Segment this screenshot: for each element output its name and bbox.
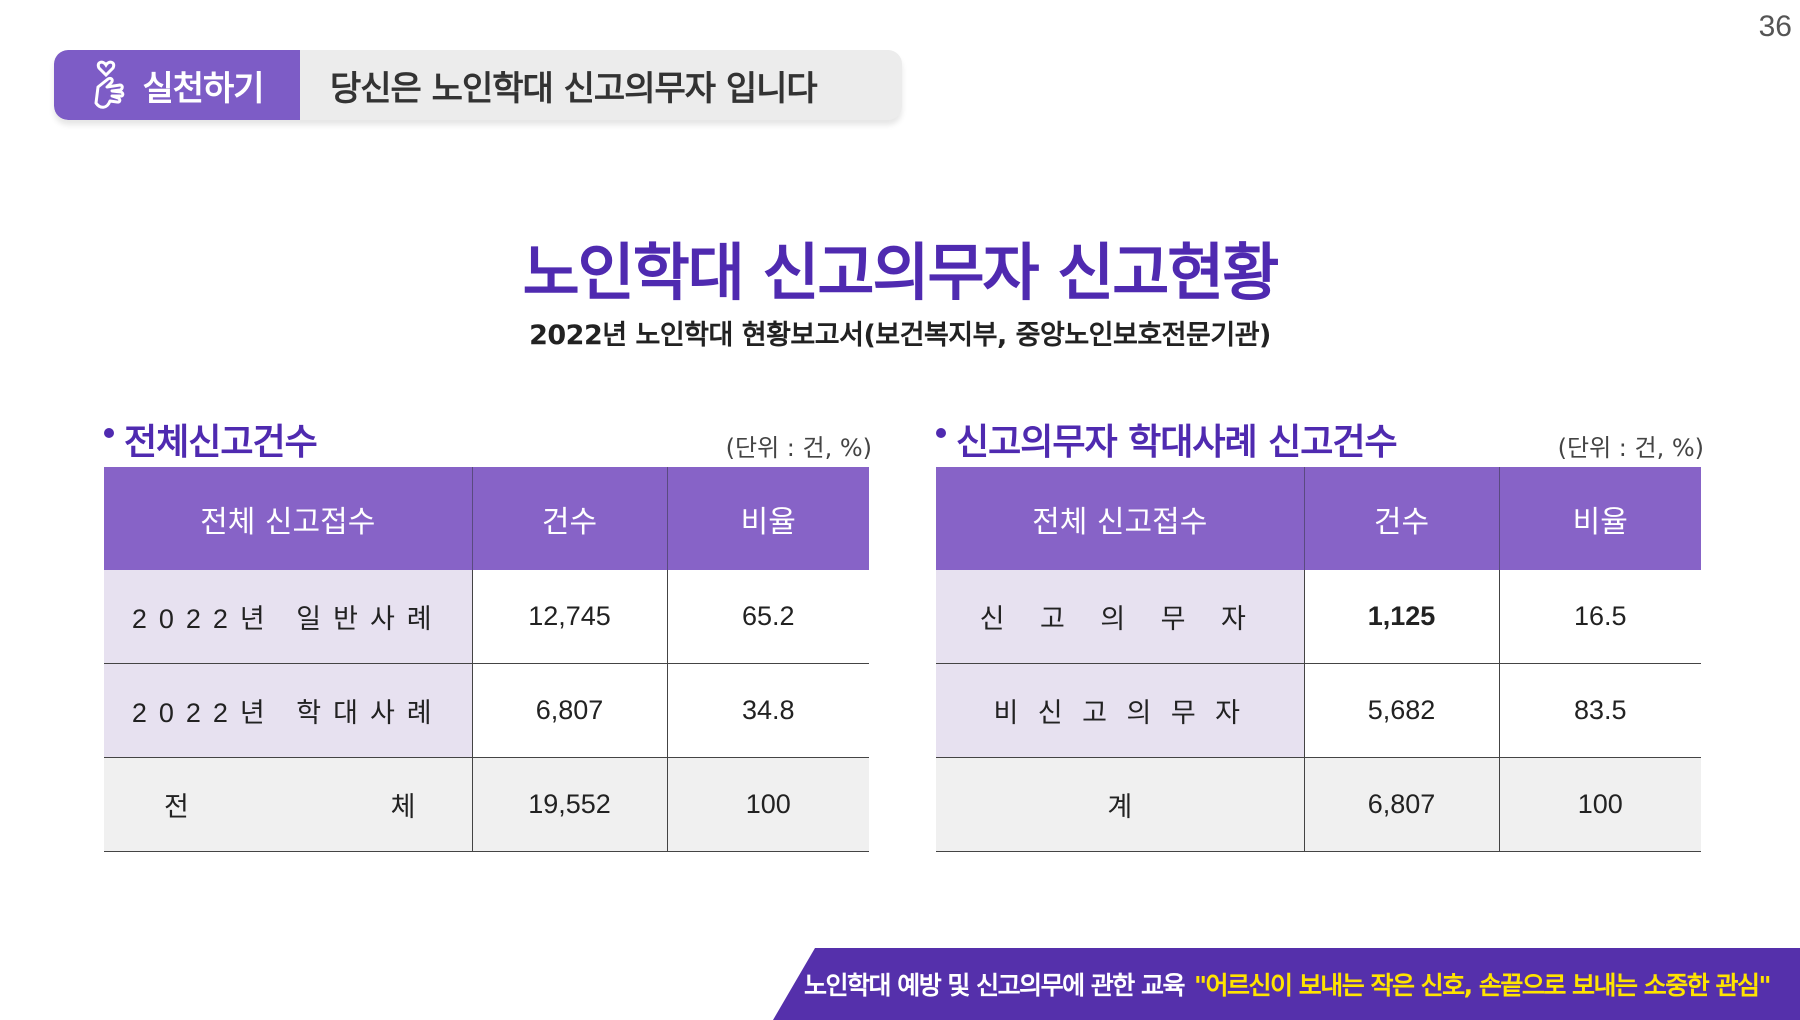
table-total-row: 계 6,807 100: [936, 757, 1701, 852]
section-header-pill: 실천하기 당신은 노인학대 신고의무자 입니다: [54, 50, 902, 120]
table-row: 2022년 학대사례 6,807 34.8: [104, 663, 869, 758]
row-label: 신 고 의 무 자: [936, 570, 1304, 664]
count-cell: 5,682: [1303, 663, 1499, 758]
mandatory-reporter-table: 전체 신고접수 건수 비율 신 고 의 무 자 1,125 16.5 비 신 고…: [936, 467, 1701, 852]
table-total-row: 전 체 19,552 100: [104, 757, 869, 852]
footer-text: 노인학대 예방 및 신고의무에 관한 교육: [803, 971, 1186, 1000]
practice-tag-label: 실천하기: [142, 68, 264, 109]
row-label: 비 신 고 의 무 자: [936, 663, 1304, 758]
count-cell: 19,552: [471, 757, 667, 852]
header-title: 당신은 노인학대 신고의무자 입니다: [330, 68, 818, 109]
table-row: 비 신 고 의 무 자 5,682 83.5: [936, 663, 1701, 758]
row-label: 계: [936, 757, 1304, 852]
left-section-header: 전체신고건수 (단위 : 건, %): [104, 415, 872, 465]
ratio-cell: 16.5: [1498, 570, 1701, 664]
footer-banner: 노인학대 예방 및 신고의무에 관한 교육 "어르신이 보내는 작은 신호, 손…: [773, 948, 1800, 1020]
footer-quote: "어르신이 보내는 작은 신호, 손끝으로 보내는 소중한 관심": [1194, 971, 1771, 1000]
main-title: 노인학대 신고의무자 신고현황: [522, 236, 1280, 309]
total-reports-table: 전체 신고접수 건수 비율 2022년 일반사례 12,745 65.2 202…: [104, 467, 869, 852]
column-header: 비율: [666, 467, 869, 570]
table-row: 신 고 의 무 자 1,125 16.5: [936, 570, 1701, 664]
practice-tag: 실천하기: [54, 50, 300, 120]
right-section-title: 신고의무자 학대사례 신고건수: [956, 422, 1398, 463]
ratio-cell: 83.5: [1498, 663, 1701, 758]
row-label: 2022년 일반사례: [104, 570, 472, 664]
row-label: 전 체: [104, 757, 472, 852]
column-header: 전체 신고접수: [936, 467, 1304, 570]
ratio-cell: 100: [666, 757, 869, 852]
table-row: 2022년 일반사례 12,745 65.2: [104, 570, 869, 664]
total-label-part: 전: [164, 792, 189, 822]
ratio-cell: 100: [1498, 757, 1701, 852]
left-unit-label: (단위 : 건, %): [725, 434, 872, 462]
table-header-row: 전체 신고접수 건수 비율: [104, 467, 869, 570]
column-header: 건수: [471, 467, 667, 570]
bullet-icon: [936, 428, 946, 438]
left-section-title: 전체신고건수: [124, 422, 318, 463]
table-header-row: 전체 신고접수 건수 비율: [936, 467, 1701, 570]
ratio-cell: 34.8: [666, 663, 869, 758]
right-unit-label: (단위 : 건, %): [1557, 434, 1704, 462]
column-header: 건수: [1303, 467, 1499, 570]
count-cell: 6,807: [471, 663, 667, 758]
count-cell: 6,807: [1303, 757, 1499, 852]
count-cell: 1,125: [1303, 570, 1499, 664]
right-section-header: 신고의무자 학대사례 신고건수 (단위 : 건, %): [936, 415, 1704, 465]
total-label-part: 체: [390, 792, 416, 822]
column-header: 전체 신고접수: [104, 467, 472, 570]
bullet-icon: [104, 428, 114, 438]
page-number: 36: [1758, 10, 1792, 43]
column-header: 비율: [1498, 467, 1701, 570]
count-cell: 12,745: [471, 570, 667, 664]
row-label: 2022년 학대사례: [104, 663, 472, 758]
ratio-cell: 65.2: [666, 570, 869, 664]
main-subtitle: 2022년 노인학대 현황보고서(보건복지부, 중앙노인보호전문기관): [529, 320, 1271, 351]
finger-heart-icon: [90, 57, 130, 113]
